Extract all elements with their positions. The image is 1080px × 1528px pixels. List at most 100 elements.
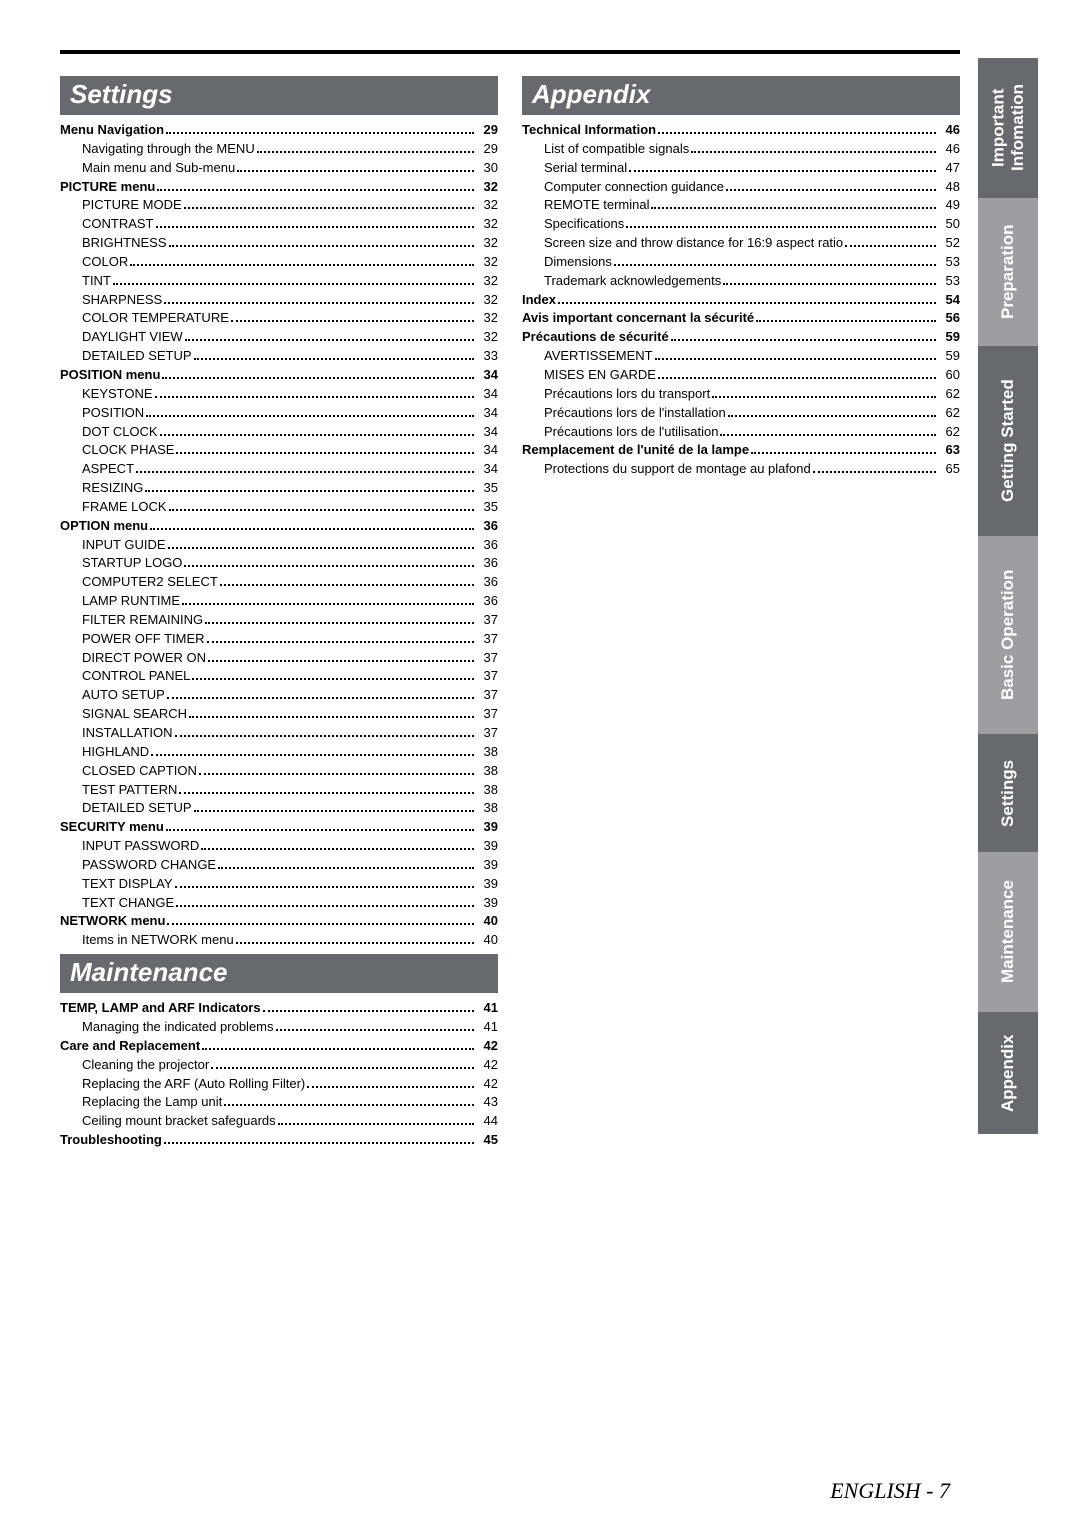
toc-page-number: 56 bbox=[938, 309, 960, 328]
toc-leader-dots bbox=[168, 547, 474, 549]
toc-leader-dots bbox=[278, 1123, 474, 1125]
toc-leader-dots bbox=[146, 415, 474, 417]
toc-line: CLOCK PHASE 34 bbox=[60, 441, 498, 460]
toc-leader-dots bbox=[162, 377, 474, 379]
toc-line: SHARPNESS 32 bbox=[60, 291, 498, 310]
toc-line: Remplacement de l'unité de la lampe 63 bbox=[522, 441, 960, 460]
toc-label: KEYSTONE bbox=[60, 385, 153, 404]
toc-line: POSITION 34 bbox=[60, 404, 498, 423]
toc-line: DIRECT POWER ON 37 bbox=[60, 649, 498, 668]
toc-leader-dots bbox=[658, 377, 936, 379]
toc-label: Main menu and Sub-menu bbox=[60, 159, 235, 178]
toc-label: DAYLIGHT VIEW bbox=[60, 328, 183, 347]
toc-page-number: 29 bbox=[476, 121, 498, 140]
toc-label: Précautions de sécurité bbox=[522, 328, 669, 347]
side-tab[interactable]: Settings bbox=[978, 734, 1038, 852]
toc-label: CLOCK PHASE bbox=[60, 441, 174, 460]
toc-label: Avis important concernant la sécurité bbox=[522, 309, 754, 328]
toc-page-number: 37 bbox=[476, 686, 498, 705]
side-tab[interactable]: Maintenance bbox=[978, 852, 1038, 1012]
toc-line: Dimensions 53 bbox=[522, 253, 960, 272]
toc-label: List of compatible signals bbox=[522, 140, 689, 159]
toc-line: FRAME LOCK 35 bbox=[60, 498, 498, 517]
toc-line: MISES EN GARDE 60 bbox=[522, 366, 960, 385]
toc-line: PICTURE MODE 32 bbox=[60, 196, 498, 215]
toc-page-number: 59 bbox=[938, 347, 960, 366]
toc-line: CONTROL PANEL 37 bbox=[60, 667, 498, 686]
toc-line: AUTO SETUP 37 bbox=[60, 686, 498, 705]
toc-page-number: 42 bbox=[476, 1056, 498, 1075]
toc-page-number: 32 bbox=[476, 178, 498, 197]
toc-leader-dots bbox=[201, 848, 474, 850]
side-tab[interactable]: ImportantInfomation bbox=[978, 58, 1038, 198]
toc-leader-dots bbox=[671, 339, 936, 341]
toc-leader-dots bbox=[164, 1142, 474, 1144]
toc-page-number: 63 bbox=[938, 441, 960, 460]
toc-page-number: 43 bbox=[476, 1093, 498, 1112]
toc-leader-dots bbox=[166, 132, 474, 134]
toc-leader-dots bbox=[160, 434, 474, 436]
toc-line: DOT CLOCK 34 bbox=[60, 423, 498, 442]
toc-leader-dots bbox=[756, 320, 936, 322]
toc-label: TEXT CHANGE bbox=[60, 894, 174, 913]
toc-page-number: 49 bbox=[938, 196, 960, 215]
toc-line: Avis important concernant la sécurité 56 bbox=[522, 309, 960, 328]
toc-leader-dots bbox=[658, 132, 936, 134]
toc-label: Replacing the ARF (Auto Rolling Filter) bbox=[60, 1075, 305, 1094]
toc-line: CLOSED CAPTION 38 bbox=[60, 762, 498, 781]
toc-leader-dots bbox=[614, 264, 936, 266]
toc-line: DETAILED SETUP 33 bbox=[60, 347, 498, 366]
toc-label: Computer connection guidance bbox=[522, 178, 724, 197]
toc-label: Précautions lors de l'utilisation bbox=[522, 423, 718, 442]
toc-label: POSITION menu bbox=[60, 366, 160, 385]
toc-leader-dots bbox=[192, 678, 474, 680]
toc-line: Managing the indicated problems 41 bbox=[60, 1018, 498, 1037]
toc-page-number: 34 bbox=[476, 366, 498, 385]
toc-page-number: 38 bbox=[476, 762, 498, 781]
toc-label: MISES EN GARDE bbox=[522, 366, 656, 385]
toc-leader-dots bbox=[205, 622, 474, 624]
toc-page-number: 32 bbox=[476, 253, 498, 272]
toc-line: INPUT GUIDE 36 bbox=[60, 536, 498, 555]
toc-page-number: 60 bbox=[938, 366, 960, 385]
toc-line: TEMP, LAMP and ARF Indicators 41 bbox=[60, 999, 498, 1018]
toc-line: SIGNAL SEARCH 37 bbox=[60, 705, 498, 724]
toc-leader-dots bbox=[712, 396, 936, 398]
toc-line: Computer connection guidance 48 bbox=[522, 178, 960, 197]
toc-leader-dots bbox=[723, 283, 936, 285]
toc-leader-dots bbox=[185, 339, 474, 341]
toc-page-number: 65 bbox=[938, 460, 960, 479]
toc-line: Main menu and Sub-menu 30 bbox=[60, 159, 498, 178]
side-tab[interactable]: Preparation bbox=[978, 198, 1038, 346]
toc-label: BRIGHTNESS bbox=[60, 234, 167, 253]
toc-line: Précautions lors de l'utilisation 62 bbox=[522, 423, 960, 442]
toc-label: LAMP RUNTIME bbox=[60, 592, 180, 611]
toc-page-number: 34 bbox=[476, 460, 498, 479]
toc-label: CLOSED CAPTION bbox=[60, 762, 197, 781]
toc-label: Remplacement de l'unité de la lampe bbox=[522, 441, 749, 460]
toc-page-number: 47 bbox=[938, 159, 960, 178]
toc-line: Navigating through the MENU 29 bbox=[60, 140, 498, 159]
side-tab[interactable]: Getting Started bbox=[978, 346, 1038, 536]
toc-label: STARTUP LOGO bbox=[60, 554, 182, 573]
toc-page-number: 30 bbox=[476, 159, 498, 178]
toc-label: RESIZING bbox=[60, 479, 143, 498]
toc-leader-dots bbox=[211, 1067, 474, 1069]
toc-page-number: 39 bbox=[476, 818, 498, 837]
toc-leader-dots bbox=[156, 226, 475, 228]
toc-line: Care and Replacement 42 bbox=[60, 1037, 498, 1056]
toc-label: INPUT PASSWORD bbox=[60, 837, 199, 856]
toc-line: COMPUTER2 SELECT 36 bbox=[60, 573, 498, 592]
toc-line: FILTER REMAINING 37 bbox=[60, 611, 498, 630]
toc-line: BRIGHTNESS 32 bbox=[60, 234, 498, 253]
toc-line: DETAILED SETUP 38 bbox=[60, 799, 498, 818]
side-tab[interactable]: Appendix bbox=[978, 1012, 1038, 1134]
toc-label: COLOR TEMPERATURE bbox=[60, 309, 229, 328]
side-tab[interactable]: Basic Operation bbox=[978, 536, 1038, 734]
toc-line: POWER OFF TIMER 37 bbox=[60, 630, 498, 649]
toc-leader-dots bbox=[224, 1104, 474, 1106]
toc-label: DETAILED SETUP bbox=[60, 799, 192, 818]
toc-label: POSITION bbox=[60, 404, 144, 423]
toc-columns: SettingsMenu Navigation 29Navigating thr… bbox=[60, 54, 960, 1150]
page-frame: SettingsMenu Navigation 29Navigating thr… bbox=[60, 50, 960, 1478]
